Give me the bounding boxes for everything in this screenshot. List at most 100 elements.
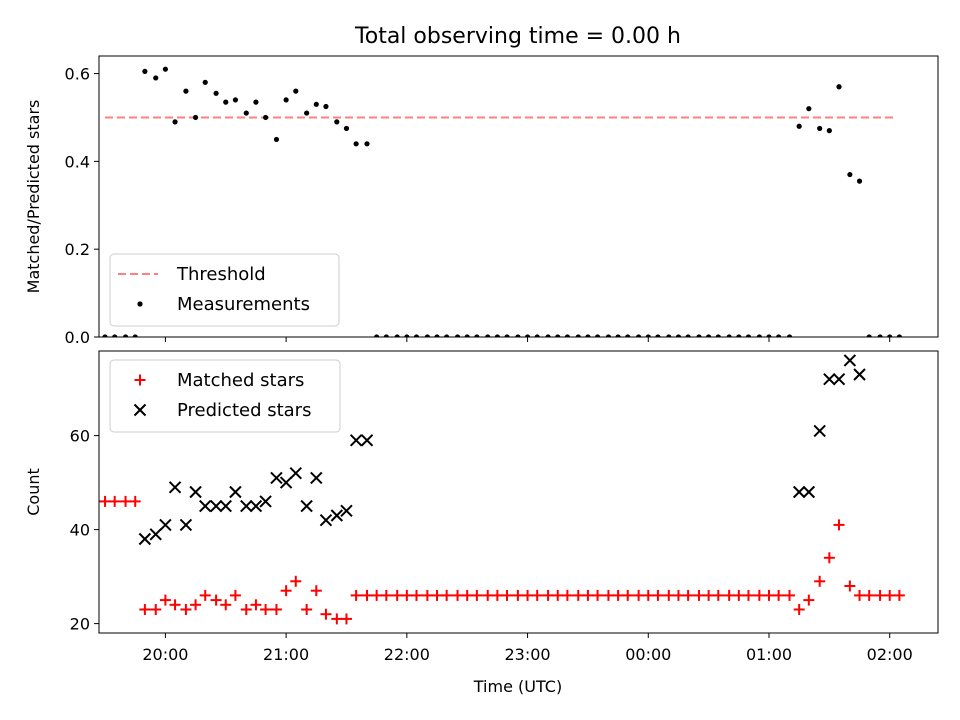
bottom-y-tick-label-2: 60 bbox=[70, 427, 90, 446]
bottom-series-0-point-41 bbox=[512, 589, 524, 601]
bottom-series-0-point-9 bbox=[190, 599, 202, 611]
top-series-1-point-9 bbox=[192, 114, 199, 121]
bottom-series-1-point-25-d2 bbox=[813, 424, 826, 438]
bottom-series-0-point-64 bbox=[742, 589, 754, 601]
bottom-series-1-point-1 bbox=[149, 528, 162, 541]
bottom-series-1-point-0 bbox=[138, 532, 152, 546]
top-series-1-point-72 bbox=[826, 128, 832, 134]
bottom-series-1-point-15-d2 bbox=[289, 466, 302, 480]
bottom-series-1-point-13-d2 bbox=[270, 471, 283, 485]
top-series-1-point-30 bbox=[404, 334, 410, 337]
bottom-series-0 bbox=[99, 495, 905, 625]
bottom-series-0-point-16 bbox=[260, 604, 272, 615]
bottom-series-0-point-35 bbox=[452, 589, 464, 601]
bottom-series-1-point-22 bbox=[360, 434, 374, 447]
bottom-series-1-point-2 bbox=[159, 518, 172, 532]
bottom-series-1-point-10-d2 bbox=[240, 499, 253, 513]
bottom-series-1-point-26-d2 bbox=[823, 372, 836, 386]
chart-title: Total observing time = 0.00 h bbox=[354, 24, 681, 49]
bottom-series-1-point-20 bbox=[340, 504, 353, 518]
bottom-series-1-point-20-d2 bbox=[340, 504, 353, 518]
top-series-1-point-0 bbox=[102, 334, 108, 337]
bottom-series-0-point-76 bbox=[863, 589, 875, 601]
bottom-series-0-point-37 bbox=[471, 589, 483, 601]
top-series-1-point-40 bbox=[504, 334, 510, 337]
top-panel: 0.0 0.2 0.4 0.6 Matched/Predicted stars Thres… bbox=[24, 55, 939, 347]
top-series-1-point-12 bbox=[223, 99, 229, 105]
bottom-series-0-point-66 bbox=[763, 589, 775, 601]
bottom-series-1-point-23-d2 bbox=[792, 485, 806, 499]
top-series-1-point-1 bbox=[112, 334, 118, 337]
bottom-series-1-point-23 bbox=[792, 485, 806, 499]
bottom-series-0-point-55 bbox=[652, 589, 664, 601]
top-series-1-point-4 bbox=[142, 68, 148, 74]
top-series-1-point-35 bbox=[454, 334, 461, 337]
bottom-series-1-point-19-d2 bbox=[330, 509, 344, 522]
top-series-1-point-15 bbox=[253, 99, 259, 105]
top-series-1-point-71 bbox=[817, 125, 823, 132]
bottom-series-1 bbox=[138, 354, 866, 546]
top-series-1-point-22 bbox=[323, 103, 329, 110]
x-tick-label-0: 20:00 bbox=[142, 645, 188, 664]
top-series-1-point-6 bbox=[162, 66, 168, 72]
bottom-series-0-point-79 bbox=[893, 589, 905, 601]
bottom-series-0-point-13 bbox=[229, 589, 241, 601]
bottom-series-1-point-17-d2 bbox=[310, 471, 323, 485]
top-series-1-point-48 bbox=[585, 334, 591, 337]
top-series-1-point-24 bbox=[343, 125, 350, 132]
bottom-series-0-point-34 bbox=[441, 589, 453, 601]
top-y-tick-label-2: 0.4 bbox=[65, 152, 90, 171]
bottom-series-1-point-29-d2 bbox=[853, 368, 866, 381]
top-series-1-point-70 bbox=[806, 106, 812, 112]
bottom-series-0-point-31 bbox=[410, 589, 422, 601]
x-tick-label-4: 00:00 bbox=[625, 645, 671, 664]
top-series-1-point-59 bbox=[696, 334, 702, 337]
bottom-series-0-point-23 bbox=[331, 613, 343, 625]
top-series-1-point-64 bbox=[745, 334, 752, 337]
bottom-series-1-point-29 bbox=[853, 368, 866, 381]
bottom-series-1-point-28-d2 bbox=[843, 354, 857, 367]
top-series-1-point-33 bbox=[434, 334, 440, 337]
top-series-1-point-63 bbox=[736, 334, 742, 337]
bottom-series-1-point-15 bbox=[289, 466, 302, 480]
bottom-series-1-point-11 bbox=[249, 499, 263, 513]
top-series-1-point-31 bbox=[413, 334, 420, 337]
bottom-series-1-point-28 bbox=[843, 354, 857, 367]
bottom-series-1-point-17 bbox=[310, 471, 323, 485]
bottom-series-0-point-2 bbox=[120, 495, 132, 507]
bottom-series-0-point-48 bbox=[582, 589, 594, 601]
x-tick-label-2: 22:00 bbox=[384, 645, 430, 664]
bottom-series-1-point-8-d2 bbox=[219, 499, 232, 513]
bottom-series-0-point-50 bbox=[602, 589, 614, 601]
bottom-series-0-point-71 bbox=[814, 575, 826, 587]
top-series-1-point-74 bbox=[847, 171, 853, 178]
bottom-series-1-point-14 bbox=[279, 476, 293, 489]
bottom-series-0-point-39 bbox=[491, 589, 503, 601]
top-legend: Threshold Measurements bbox=[109, 253, 340, 327]
bottom-series-0-point-25 bbox=[350, 589, 362, 601]
top-series-1-point-51 bbox=[615, 334, 621, 337]
top-axes-frame bbox=[98, 55, 939, 338]
top-series-1-point-20 bbox=[304, 110, 310, 116]
bottom-series-0-point-59 bbox=[693, 589, 705, 601]
bottom-legend-swatch-1-d2 bbox=[133, 403, 147, 417]
top-series-1-point-41 bbox=[515, 334, 521, 337]
bottom-series-1-point-18 bbox=[319, 513, 333, 527]
bottom-series-1-point-4 bbox=[179, 518, 193, 532]
bottom-series-0-point-69 bbox=[793, 604, 805, 615]
top-series-1 bbox=[102, 66, 902, 337]
bottom-series-0-point-15 bbox=[250, 599, 262, 611]
bottom-series-0-point-21 bbox=[310, 585, 322, 597]
bottom-series-1-point-13 bbox=[270, 471, 283, 485]
bottom-series-0-point-22 bbox=[320, 608, 332, 620]
bottom-series-0-point-67 bbox=[773, 589, 785, 601]
bottom-series-1-point-12-d2 bbox=[259, 495, 272, 508]
top-series-1-point-25 bbox=[353, 141, 359, 147]
bottom-series-0-point-18 bbox=[280, 585, 292, 597]
bottom-series-0-point-26 bbox=[361, 589, 373, 601]
bottom-series-0-point-49 bbox=[592, 589, 604, 601]
top-series-1-point-17 bbox=[273, 136, 280, 143]
bottom-series-0-point-17 bbox=[270, 604, 282, 615]
bottom-series-0-point-6 bbox=[159, 594, 171, 606]
top-series-1-point-29 bbox=[394, 334, 400, 337]
